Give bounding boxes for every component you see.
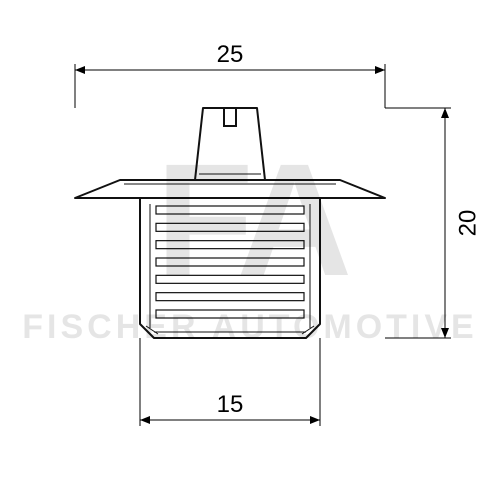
dim-top-label: 25 [217, 41, 244, 68]
tech-drawing-svg: 25 15 20 [0, 0, 500, 500]
drawing-stage: FA FISCHER AUTOMOTIVE 251520 [0, 0, 500, 500]
dim-right-label: 20 [454, 210, 481, 237]
dim-bottom-label: 15 [217, 391, 244, 418]
body-ribs [156, 206, 304, 318]
